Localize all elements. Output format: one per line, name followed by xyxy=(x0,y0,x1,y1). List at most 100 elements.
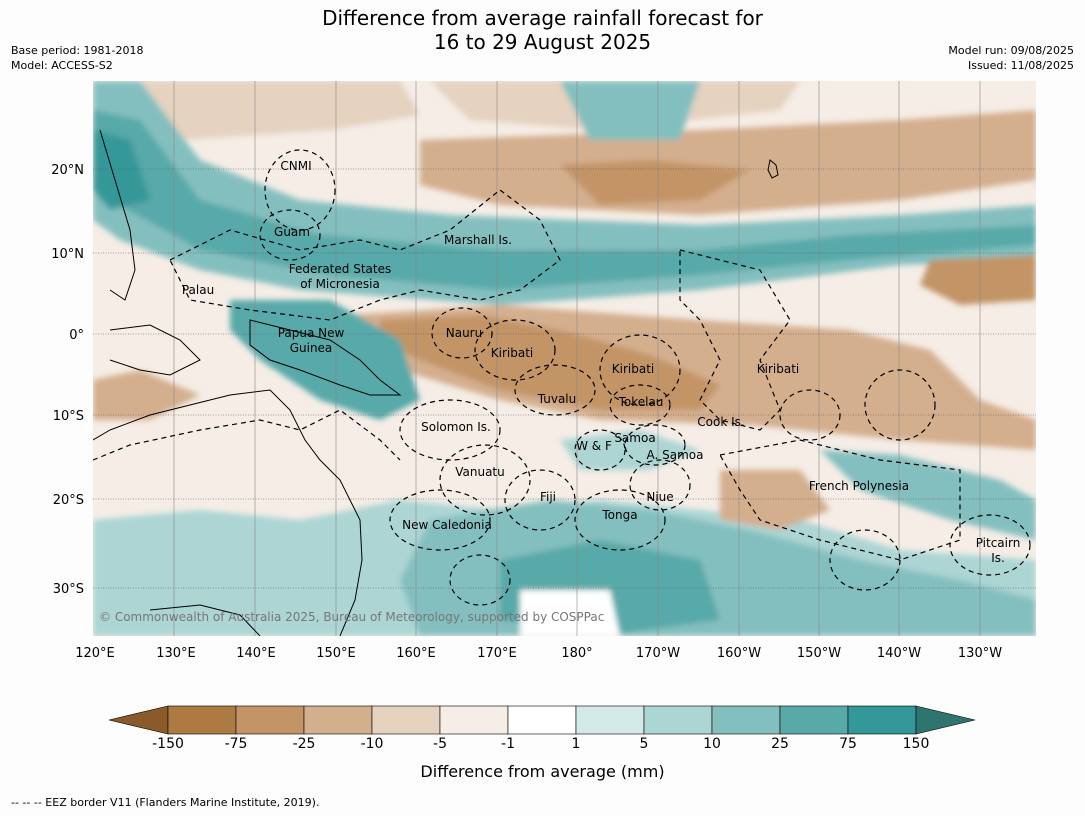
eez-borders xyxy=(93,149,1031,606)
colorbar-segment xyxy=(235,705,305,735)
x-tick: 120°E xyxy=(75,646,115,661)
colorbar-segment xyxy=(303,705,373,735)
region-label: French Polynesia xyxy=(809,479,909,493)
colorbar-extend-high xyxy=(915,705,976,735)
dry-patch-west xyxy=(93,370,200,420)
colorbar xyxy=(108,705,976,735)
region-label: Tokelau xyxy=(618,395,664,409)
y-tick: 10°N xyxy=(51,247,84,262)
colorbar-segment xyxy=(779,705,849,735)
y-tick: 30°S xyxy=(53,582,84,597)
region-label: Kiribati xyxy=(612,362,654,376)
colorbar-segment xyxy=(643,705,713,735)
dry-area-north-west xyxy=(100,81,420,140)
meta-right: Model run: 09/08/2025 Issued: 11/08/2025 xyxy=(948,43,1074,73)
region-label: Federated States xyxy=(289,262,391,276)
colorbar-tick-label: -1 xyxy=(501,736,515,752)
x-tick: 160°E xyxy=(396,646,436,661)
x-tick: 150°E xyxy=(316,646,356,661)
region-label: W & F xyxy=(576,439,612,453)
copyright-note: © Commonwealth of Australia 2025, Bureau… xyxy=(99,610,604,624)
region-label: Guam xyxy=(274,225,310,239)
region-label: Pitcairn xyxy=(976,536,1021,550)
wet-core-north xyxy=(93,110,1036,290)
x-tick: 170°E xyxy=(477,646,517,661)
colorbar-segment xyxy=(167,705,237,735)
wet-area-png xyxy=(230,300,420,420)
title-line-1: Difference from average rainfall forecas… xyxy=(322,6,763,30)
region-label: Tonga xyxy=(601,508,637,522)
colorbar-segment xyxy=(371,705,441,735)
colorbar-segment xyxy=(847,705,917,735)
dry-patch-south xyxy=(720,470,830,530)
region-label: Niue xyxy=(646,490,673,504)
dry-patch-east xyxy=(920,255,1036,305)
model-name: Model: ACCESS-S2 xyxy=(11,59,113,72)
region-label: CNMI xyxy=(280,159,311,173)
region-label: New Caledonia xyxy=(402,518,492,532)
region-label: Is. xyxy=(991,551,1005,565)
region-label: Vanuatu xyxy=(455,465,505,479)
y-tick: 20°N xyxy=(51,163,84,178)
meta-left: Base period: 1981-2018 Model: ACCESS-S2 xyxy=(11,43,143,73)
region-label: Kiribati xyxy=(491,346,533,360)
anomaly-field: CNMI Guam Marshall Is. Federated States … xyxy=(93,81,1036,636)
wet-patch-hawaii xyxy=(560,81,700,140)
region-label: Fiji xyxy=(540,490,556,504)
neutral-patch xyxy=(520,590,620,636)
wet-core-philippines xyxy=(93,130,150,210)
y-axis-ticks: 20°N 10°N 0° 10°S 20°S 30°S xyxy=(51,163,84,597)
region-label: Tuvalu xyxy=(537,392,577,406)
region-labels: CNMI Guam Marshall Is. Federated States … xyxy=(182,159,1020,565)
colorbar-tick-label: 25 xyxy=(771,736,789,752)
issued-date: Issued: 11/08/2025 xyxy=(967,59,1074,72)
colorbar-tick-label: 1 xyxy=(571,736,581,752)
base-period: Base period: 1981-2018 xyxy=(11,44,144,57)
coastlines xyxy=(93,129,779,636)
model-run: Model run: 09/08/2025 xyxy=(948,44,1074,57)
dry-core-equatorial xyxy=(380,315,720,410)
title-line-2: 16 to 29 August 2025 xyxy=(433,30,652,54)
colorbar-tick-label: 150 xyxy=(902,736,930,752)
x-tick: 130°E xyxy=(156,646,196,661)
map-title: Difference from average rainfall forecas… xyxy=(0,6,1085,54)
colorbar-tick-label: -75 xyxy=(224,736,248,752)
eez-legend-note: -- -- -- EEZ border V11 (Flanders Marine… xyxy=(11,796,320,809)
region-label: Cook Is. xyxy=(697,415,744,429)
x-tick: 130°W xyxy=(958,646,1002,661)
colorbar-extend-low xyxy=(108,705,169,735)
x-tick: 140°W xyxy=(877,646,921,661)
wet-area-french-polynesia xyxy=(820,450,1036,540)
colorbar-tick-label: -10 xyxy=(360,736,384,752)
region-label: of Micronesia xyxy=(300,277,380,291)
x-tick: 180° xyxy=(561,646,592,661)
graticule xyxy=(173,81,981,636)
colorbar-segment xyxy=(507,705,577,735)
colorbar-tick-label: 75 xyxy=(839,736,857,752)
colorbar-tick-label: -5 xyxy=(433,736,447,752)
region-label: Nauru xyxy=(446,326,482,340)
region-label: Marshall Is. xyxy=(444,233,512,247)
y-tick: 10°S xyxy=(53,409,84,424)
colorbar-segment xyxy=(439,705,509,735)
dry-band-north xyxy=(420,110,1036,215)
colorbar-segment xyxy=(575,705,645,735)
region-label: A. Samoa xyxy=(647,448,704,462)
dry-core-north xyxy=(560,160,750,205)
x-tick: 170°W xyxy=(636,646,680,661)
region-label: Palau xyxy=(182,283,214,297)
region-label: Solomon Is. xyxy=(421,420,491,434)
colorbar-tick-label: 10 xyxy=(703,736,721,752)
region-label: Samoa xyxy=(614,431,655,445)
colorbar-tick-label: -25 xyxy=(292,736,316,752)
x-tick: 140°E xyxy=(236,646,276,661)
colorbar-title: Difference from average (mm) xyxy=(420,762,665,781)
region-label: Papua New xyxy=(278,326,345,340)
colorbar-tick-label: -150 xyxy=(152,736,184,752)
region-label: Guinea xyxy=(290,341,333,355)
x-tick: 160°W xyxy=(717,646,761,661)
region-label: Kiribati xyxy=(757,362,799,376)
wet-area-samoa xyxy=(560,430,700,470)
y-tick: 20°S xyxy=(53,493,84,508)
